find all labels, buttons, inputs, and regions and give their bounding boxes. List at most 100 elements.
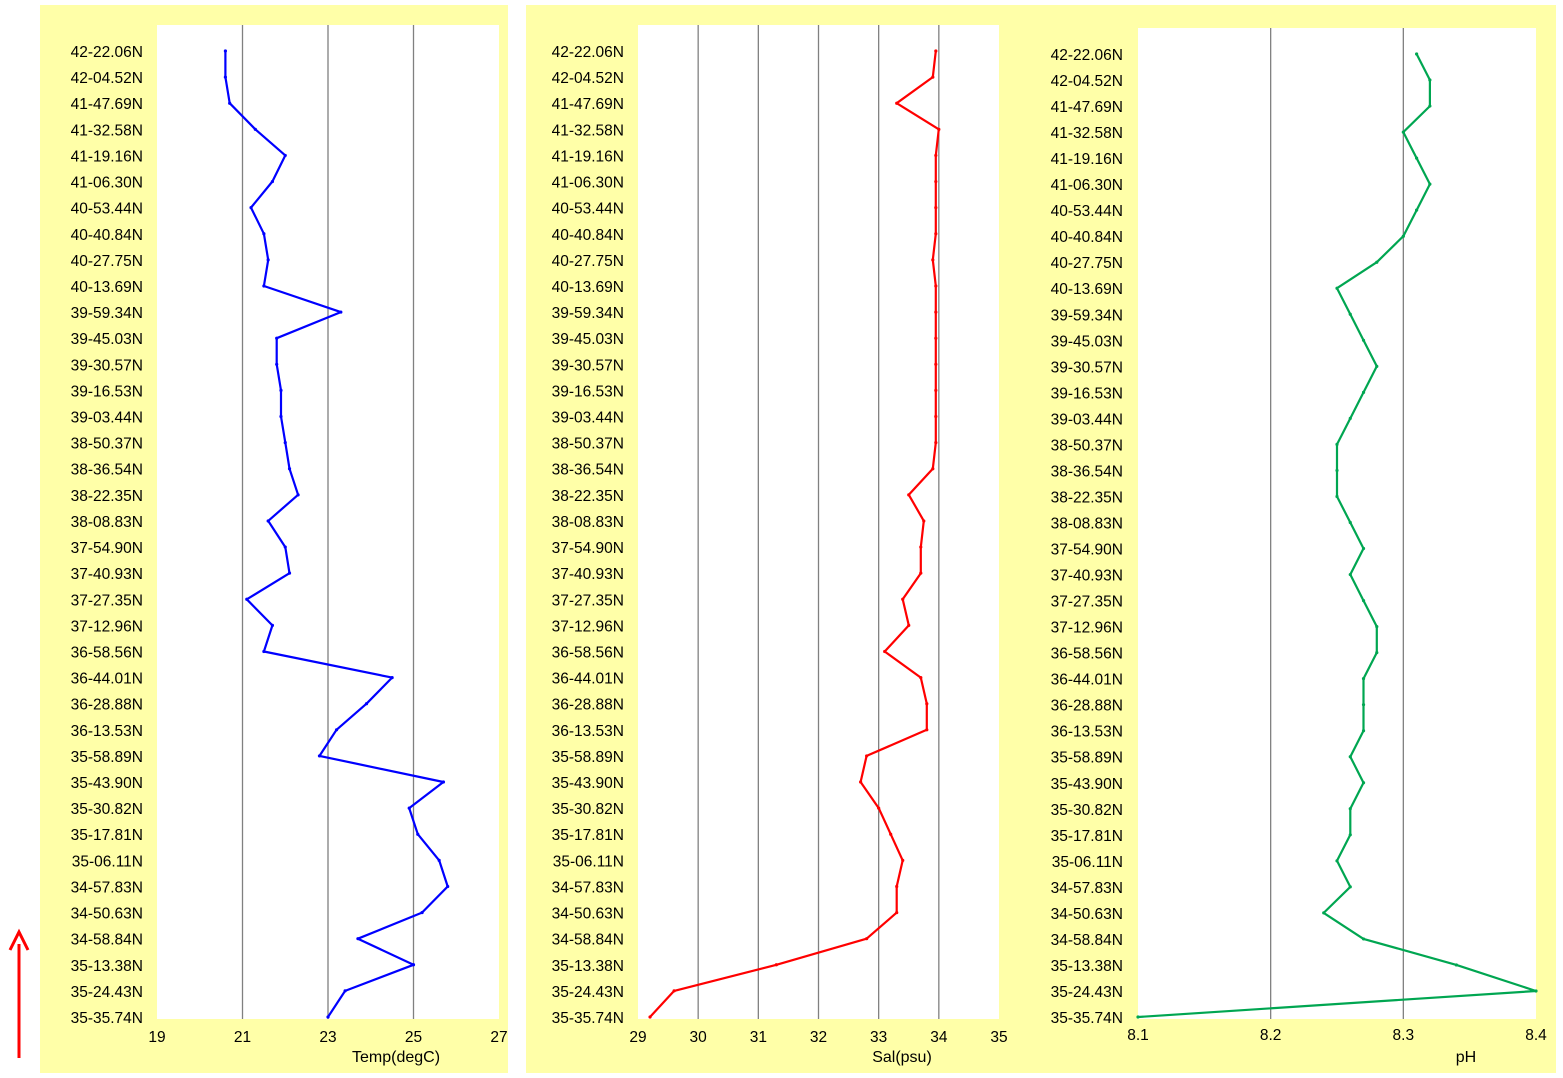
chart-panel-1: 19 21 23 25 27 42-22.06N 42-04.52N 41-47.69N 41-… [8,5,508,1073]
y-tick-label: 35-58.89N [71,749,143,766]
y-tick-label: 37-27.35N [552,592,624,609]
data-point [283,545,287,549]
data-point [1401,234,1405,238]
y-tick-label: 40-27.75N [1051,255,1123,272]
data-point [901,597,905,601]
data-point [1375,624,1379,629]
data-point [883,649,887,654]
x-tick-label: 35 [990,1029,1007,1046]
x-tick-label: 8.4 [1525,1027,1547,1044]
data-point [1348,807,1352,811]
y-tick-label: 39-59.34N [1051,307,1123,324]
y-tick-label: 38-08.83N [71,514,143,531]
data-point [266,258,270,262]
data-point [1335,468,1339,473]
y-tick-label: 37-12.96N [1051,620,1123,637]
data-point [648,1015,652,1019]
data-point [275,336,279,340]
data-point [270,179,275,184]
y-tick-label: 34-58.84N [71,932,143,949]
y-tick-label: 38-22.35N [71,488,143,505]
data-point [925,728,929,732]
y-tick-label: 34-50.63N [552,906,624,923]
data-point [919,571,923,575]
direction-arrow-head [8,928,30,951]
data-point [283,441,287,445]
data-point [1335,859,1339,863]
y-tick-label: 36-28.88N [552,697,624,714]
data-point [420,910,424,915]
data-point [390,675,394,680]
y-tick-label: 39-03.44N [552,410,624,427]
data-point [1534,989,1538,993]
y-tick-label: 38-08.83N [1051,515,1123,532]
data-point [262,232,266,236]
data-point [1361,781,1366,785]
data-point [1348,572,1352,577]
y-tick-label: 36-13.53N [1051,724,1123,741]
y-tick-label: 39-30.57N [71,357,143,374]
data-point [859,780,863,784]
y-tick-label: 39-59.34N [71,305,143,322]
x-tick-label: 30 [690,1029,708,1046]
data-point [934,284,938,288]
y-tick-label: 41-06.30N [1051,177,1123,194]
data-point [270,623,275,627]
y-tick-label: 41-47.69N [1051,99,1123,116]
data-point [446,884,450,889]
data-point [931,258,935,262]
data-point [1348,520,1352,525]
y-tick-label: 40-13.69N [552,279,624,296]
y-tick-label: 40-53.44N [552,201,624,218]
y-tick-label: 38-22.35N [1051,489,1123,506]
data-point [1428,104,1432,108]
data-line-1 [224,51,449,1018]
data-point [411,963,416,967]
data-point [356,937,360,941]
y-tick-label: 42-22.06N [71,44,143,61]
data-point [228,101,232,105]
x-tick-label: 29 [629,1029,646,1046]
x-axis-label: Sal(psu) [872,1049,932,1066]
chart-panel-3: 8.1 8.2 8.3 8.4 42-22.06N 42-04.52N 41-47.69N 4… [1024,5,1556,1073]
data-point [1375,260,1379,264]
y-tick-label: 35-58.89N [1051,750,1123,767]
y-tick-label: 35-24.43N [552,984,624,1001]
x-tick-label: 23 [319,1029,336,1046]
data-point [249,206,253,210]
data-point [1401,130,1405,134]
data-point [1348,755,1352,759]
y-tick-label: 35-35.74N [552,1010,624,1027]
data-point [1415,208,1419,212]
data-point [1361,598,1366,603]
x-tick-label: 31 [750,1029,767,1046]
data-point [1335,286,1339,290]
y-tick-label: 39-45.03N [1051,333,1123,350]
y-tick-label: 35-06.11N [1052,854,1123,871]
y-tick-label: 38-36.54N [1051,463,1123,480]
data-point [339,310,343,314]
y-tick-label: 37-54.90N [552,540,624,557]
data-point [416,832,420,836]
y-tick-label: 35-06.11N [72,853,143,870]
data-point [441,780,446,784]
y-tick-label: 41-47.69N [71,96,143,113]
x-tick-label: 25 [405,1029,422,1046]
y-tick-label: 38-50.37N [1051,437,1123,454]
y-tick-label: 40-27.75N [552,253,624,270]
y-tick-label: 39-03.44N [1051,411,1123,428]
x-tick-label: 8.3 [1393,1027,1415,1044]
data-point [895,101,899,105]
y-tick-label: 35-13.38N [71,958,143,975]
y-tick-label: 39-16.53N [552,383,624,400]
data-point [1361,338,1366,342]
data-point [895,910,899,915]
data-point [934,179,938,184]
data-point [1348,312,1352,316]
data-line-2 [649,50,940,1018]
data-point [907,623,911,627]
y-tick-label: 40-13.69N [71,279,143,296]
x-axis-label: Temp(degC) [352,1049,440,1066]
data-point [1454,963,1458,967]
